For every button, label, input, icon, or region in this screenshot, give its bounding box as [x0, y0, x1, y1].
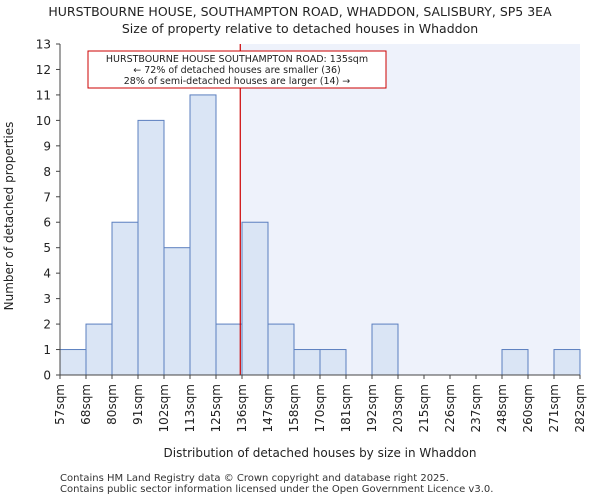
x-tick-label: 271sqm [547, 384, 561, 432]
x-tick-label: 203sqm [391, 384, 405, 432]
y-tick-label: 12 [36, 63, 51, 77]
bar-91sqm [137, 119, 165, 376]
bar-147sqm [267, 323, 295, 376]
x-tick-label: 91sqm [131, 384, 145, 425]
y-tick-label: 11 [36, 88, 51, 102]
bar-248sqm [501, 349, 529, 376]
x-tick-label: 102sqm [157, 384, 171, 432]
x-axis-label: Distribution of detached houses by size … [164, 446, 477, 460]
y-tick-label: 13 [36, 38, 51, 52]
bar-192sqm [371, 323, 399, 376]
chart-subtitle: Size of property relative to detached ho… [121, 21, 479, 36]
footer-copyright: Contains HM Land Registry data © Crown c… [60, 473, 449, 484]
y-tick-label: 1 [43, 343, 51, 357]
bar-68sqm [85, 323, 113, 376]
bar-170sqm [319, 349, 347, 376]
x-tick-label: 215sqm [417, 384, 431, 432]
annotation-line-2: ← 72% of detached houses are smaller (36… [133, 65, 340, 76]
bar-57sqm [59, 349, 87, 376]
y-axis-label: Number of detached properties [2, 122, 16, 311]
x-tick-label: 282sqm [573, 384, 587, 432]
x-tick-label: 57sqm [53, 384, 67, 425]
y-tick-label: 4 [43, 267, 51, 281]
y-tick-label: 6 [43, 216, 51, 230]
y-tick-label: 3 [43, 292, 51, 306]
x-tick-label: 237sqm [469, 384, 483, 432]
annotation-box: HURSTBOURNE HOUSE SOUTHAMPTON ROAD: 135s… [87, 50, 387, 89]
y-tick-label: 0 [43, 369, 51, 383]
bar-80sqm [111, 221, 139, 376]
bar-102sqm [163, 247, 191, 376]
x-tick-label: 113sqm [183, 384, 197, 432]
x-tick-label: 80sqm [105, 384, 119, 425]
x-tick-label: 260sqm [521, 384, 535, 432]
bar-125sqm [215, 323, 243, 376]
y-tick-label: 9 [43, 139, 51, 153]
x-tick-label: 68sqm [79, 384, 93, 425]
x-tick-label: 158sqm [287, 384, 301, 432]
y-tick-label: 5 [43, 241, 51, 255]
x-tick-label: 125sqm [209, 384, 223, 432]
x-tick-label: 192sqm [365, 384, 379, 432]
x-tick-label: 226sqm [443, 384, 457, 432]
x-tick-label: 248sqm [495, 384, 509, 432]
y-tick-label: 7 [43, 190, 51, 204]
y-tick-label: 2 [43, 318, 51, 332]
footer-licence: Contains public sector information licen… [60, 484, 494, 495]
bar-158sqm [293, 349, 321, 376]
x-tick-label: 136sqm [235, 384, 249, 432]
y-tick-label: 8 [43, 165, 51, 179]
x-tick-label: 170sqm [313, 384, 327, 432]
y-tick-label: 10 [36, 114, 51, 128]
annotation-line-3: 28% of semi-detached houses are larger (… [124, 76, 351, 87]
chart-title: HURSTBOURNE HOUSE, SOUTHAMPTON ROAD, WHA… [48, 4, 552, 19]
bar-136sqm [241, 221, 269, 376]
x-tick-label: 181sqm [339, 384, 353, 432]
x-tick-label: 147sqm [261, 384, 275, 432]
bar-271sqm [553, 349, 581, 376]
highlight-region [240, 44, 580, 375]
annotation-line-1: HURSTBOURNE HOUSE SOUTHAMPTON ROAD: 135s… [106, 54, 368, 65]
bar-113sqm [189, 94, 217, 376]
